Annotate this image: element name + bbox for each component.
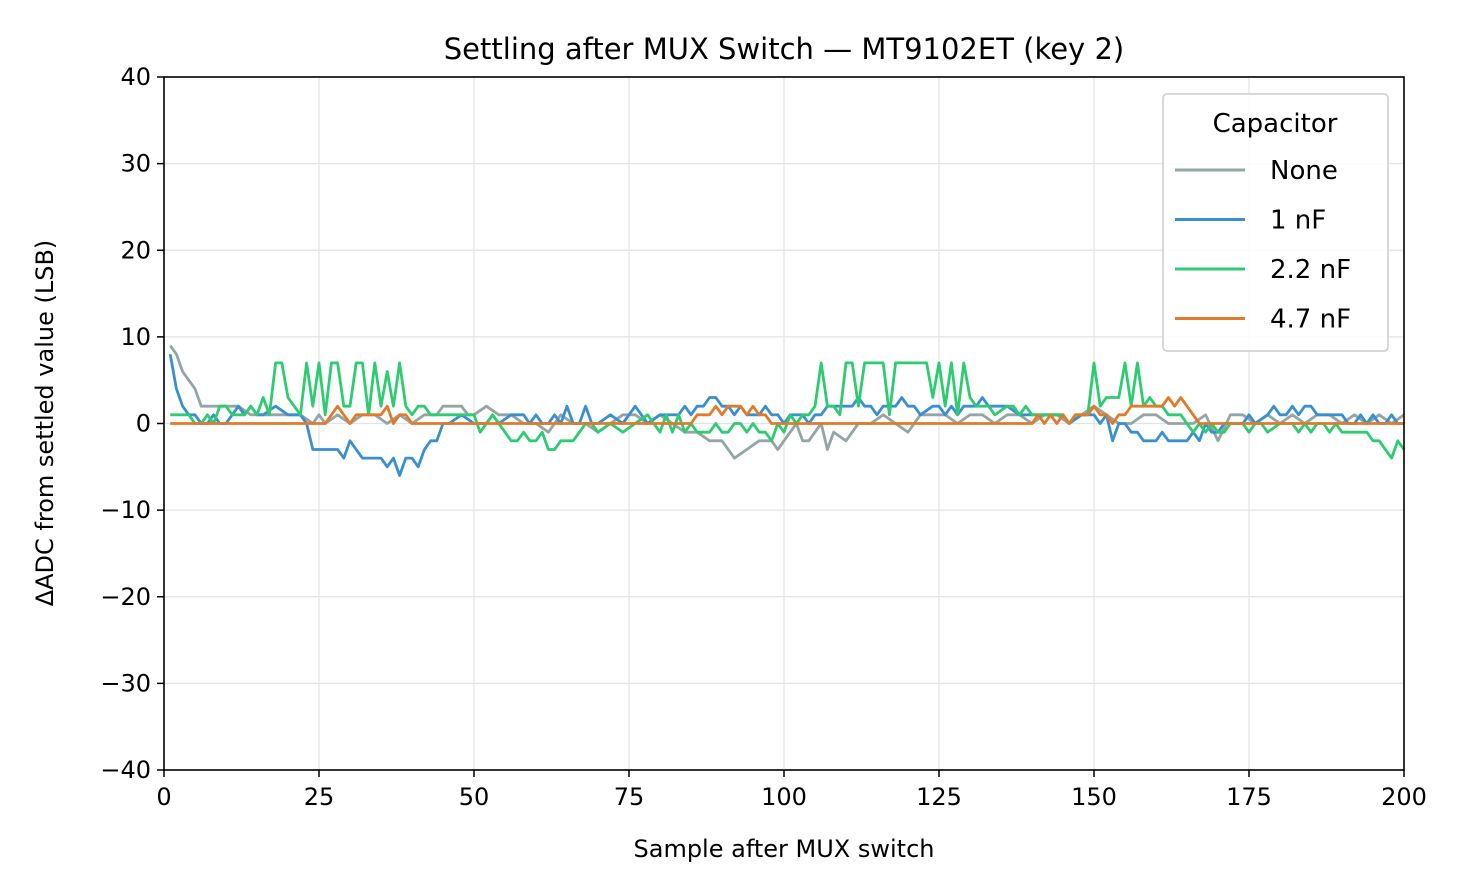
legend: Capacitor None 1 nF 2.2 nF 4.7 nF — [1162, 93, 1389, 352]
legend-title: Capacitor — [1213, 109, 1338, 139]
x-tick-label: 50 — [459, 783, 490, 811]
legend-label: 1 nF — [1270, 206, 1326, 236]
series-line-1-nf — [168, 353, 1404, 477]
y-axis-label: ΔADC from settled value (LSB) — [31, 240, 59, 607]
y-tick-label: −30 — [100, 669, 151, 697]
y-axis-ticks: −40 −30 −20 −10 0 10 20 30 40 — [100, 63, 164, 784]
series-line-4-7-nf — [170, 396, 1404, 425]
y-tick-label: 30 — [120, 150, 151, 178]
series-layer — [168, 344, 1406, 477]
x-axis-ticks: 0 25 50 75 100 125 150 175 200 — [156, 770, 1427, 811]
x-tick-label: 25 — [304, 783, 335, 811]
y-tick-label: 40 — [120, 63, 151, 91]
legend-label: 4.7 nF — [1270, 305, 1351, 335]
legend-box — [1162, 93, 1389, 352]
x-tick-label: 200 — [1381, 783, 1427, 811]
x-tick-label: 150 — [1071, 783, 1117, 811]
y-tick-label: −20 — [100, 583, 151, 611]
x-tick-label: 125 — [916, 783, 962, 811]
x-axis-label: Sample after MUX switch — [634, 835, 935, 863]
legend-items: None 1 nF 2.2 nF 4.7 nF — [1175, 156, 1351, 335]
chart-title: Settling after MUX Switch — MT9102ET (ke… — [444, 32, 1124, 66]
y-tick-label: 10 — [120, 323, 151, 351]
legend-label: 2.2 nF — [1270, 255, 1351, 285]
series-line-2-2-nf — [170, 361, 1406, 460]
y-tick-label: −10 — [100, 496, 151, 524]
x-tick-label: 75 — [614, 783, 645, 811]
x-tick-label: 0 — [156, 783, 171, 811]
legend-label: None — [1270, 156, 1338, 186]
y-tick-label: −40 — [100, 756, 151, 784]
x-tick-label: 175 — [1226, 783, 1272, 811]
y-tick-label: 20 — [120, 236, 151, 264]
y-tick-label: 0 — [136, 410, 151, 438]
x-tick-label: 100 — [761, 783, 807, 811]
